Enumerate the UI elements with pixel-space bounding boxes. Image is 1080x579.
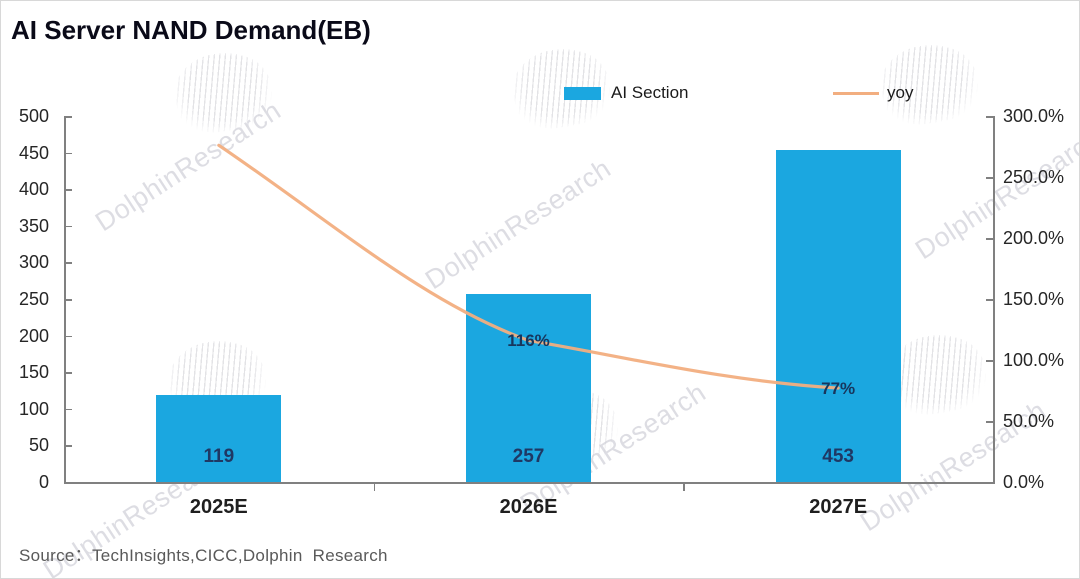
right-axis-tick [986, 299, 994, 301]
left-axis-tick-label: 400 [18, 179, 49, 200]
left-axis-tick [64, 335, 72, 338]
right-axis-tick-label: 300.0% [1003, 106, 1065, 126]
bar-2025e [156, 394, 282, 482]
right-axis-tick [986, 482, 994, 484]
legend-item-yoy: yoy [887, 83, 914, 102]
left-axis-tick [64, 482, 72, 484]
left-axis-tick-label: 0 [38, 472, 49, 492]
legend-item-ai-section: AI Section [611, 83, 689, 102]
right-axis-tick-label: 150.0% [1003, 289, 1065, 309]
left-axis-tick [64, 152, 72, 155]
bar-swatch-icon [564, 87, 601, 100]
right-axis-tick [986, 238, 994, 240]
right-axis-tick [986, 421, 994, 423]
x-axis-tick [373, 482, 376, 491]
right-axis-tick-label: 0.0% [1003, 472, 1045, 492]
left-axis-tick-label: 100 [18, 398, 49, 419]
right-axis-tick-label: 50.0% [1003, 411, 1055, 431]
right-axis-tick-label: 200.0% [1003, 228, 1065, 248]
right-axis-tick [986, 177, 994, 179]
x-axis-tick [683, 482, 685, 491]
left-axis-tick-label: 500 [18, 106, 49, 126]
right-axis-tick [986, 116, 994, 118]
yoy-point-label: 77% [821, 379, 856, 399]
left-axis-tick [64, 445, 72, 447]
watermark-text: DolphinResearch [419, 153, 617, 296]
watermark-text: DolphinResearch [89, 95, 287, 238]
line-swatch-icon [833, 92, 879, 95]
bar-value-label: 119 [203, 446, 235, 467]
left-axis-tick [64, 408, 72, 411]
right-axis-tick-label: 100.0% [1003, 350, 1065, 370]
left-axis-tick-label: 450 [18, 142, 49, 163]
left-axis-tick [64, 116, 72, 118]
right-axis-tick [986, 360, 994, 362]
left-axis-tick-label: 300 [18, 252, 49, 273]
x-axis-label: 2025E [189, 496, 248, 518]
left-axis-tick-label: 50 [28, 435, 49, 456]
left-axis-tick-label: 250 [18, 289, 49, 309]
left-axis-tick-label: 350 [18, 215, 49, 236]
yoy-point-label: 116% [507, 331, 550, 351]
dolphin-watermark-icon [168, 45, 278, 139]
source-note: Source：TechInsights,CICC,Dolphin Researc… [19, 546, 388, 565]
x-axis-line [64, 482, 995, 484]
left-axis-tick [64, 189, 72, 191]
left-axis-tick [64, 372, 72, 374]
bar-2027e [775, 150, 901, 482]
right-axis-tick-label: 250.0% [1003, 167, 1065, 187]
x-axis-label: 2026E [499, 496, 558, 518]
left-axis-tick-label: 200 [18, 325, 49, 346]
left-axis-tick [64, 299, 72, 301]
bar-value-label: 453 [822, 446, 854, 467]
x-axis-label: 2027E [809, 496, 868, 518]
left-axis-tick [64, 262, 72, 264]
left-axis-tick-label: 150 [18, 362, 49, 383]
left-axis-tick [64, 225, 72, 228]
bar-value-label: 257 [512, 446, 545, 467]
chart-title: AI Server NAND Demand(EB) [11, 15, 371, 45]
